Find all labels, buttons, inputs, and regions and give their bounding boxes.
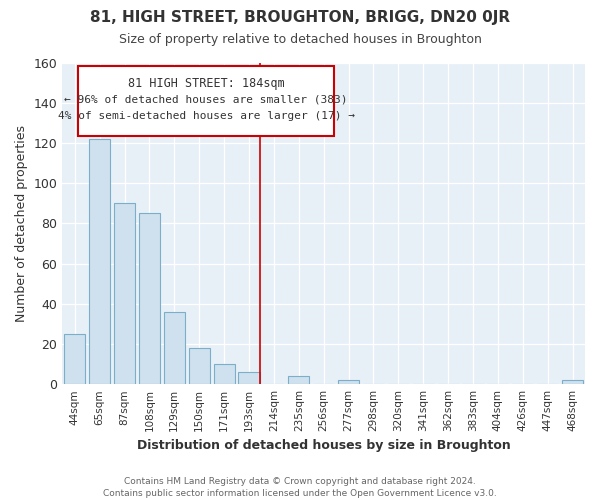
- Bar: [64, 334, 85, 384]
- Bar: [164, 312, 185, 384]
- Bar: [114, 203, 135, 384]
- Text: 4% of semi-detached houses are larger (17) →: 4% of semi-detached houses are larger (1…: [58, 111, 355, 121]
- Bar: [139, 214, 160, 384]
- Text: 81 HIGH STREET: 184sqm: 81 HIGH STREET: 184sqm: [128, 77, 284, 90]
- Y-axis label: Number of detached properties: Number of detached properties: [15, 125, 28, 322]
- X-axis label: Distribution of detached houses by size in Broughton: Distribution of detached houses by size …: [137, 440, 511, 452]
- Text: ← 96% of detached houses are smaller (383): ← 96% of detached houses are smaller (38…: [64, 94, 348, 104]
- Text: Contains public sector information licensed under the Open Government Licence v3: Contains public sector information licen…: [103, 488, 497, 498]
- Bar: [238, 372, 260, 384]
- Text: Size of property relative to detached houses in Broughton: Size of property relative to detached ho…: [119, 32, 481, 46]
- Text: 81, HIGH STREET, BROUGHTON, BRIGG, DN20 0JR: 81, HIGH STREET, BROUGHTON, BRIGG, DN20 …: [90, 10, 510, 25]
- Bar: [188, 348, 210, 384]
- Text: Contains HM Land Registry data © Crown copyright and database right 2024.: Contains HM Land Registry data © Crown c…: [124, 477, 476, 486]
- Bar: [562, 380, 583, 384]
- Bar: [214, 364, 235, 384]
- Bar: [338, 380, 359, 384]
- Bar: [89, 139, 110, 384]
- Bar: [288, 376, 310, 384]
- FancyBboxPatch shape: [78, 66, 334, 136]
